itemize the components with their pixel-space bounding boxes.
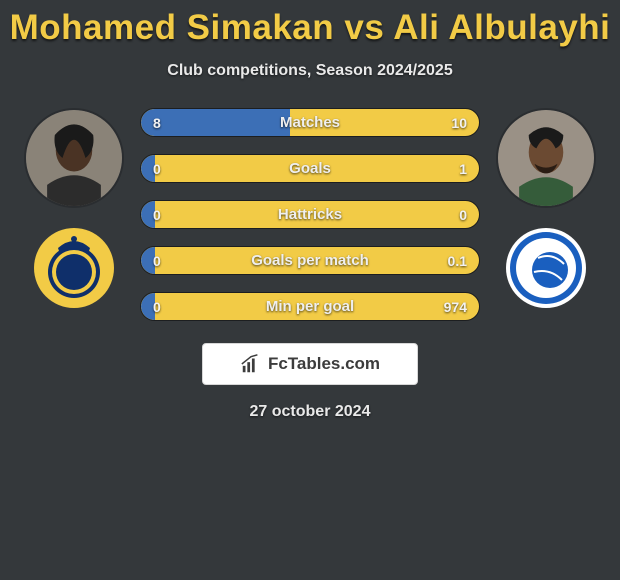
stat-bar: 0Hattricks0: [140, 200, 480, 229]
date-text: 27 october 2024: [0, 403, 620, 421]
comparison-card: Mohamed Simakan vs Ali Albulayhi Club co…: [0, 0, 620, 421]
brand-chart-icon: [240, 353, 262, 375]
main-row: 8Matches100Goals10Hattricks00Goals per m…: [0, 108, 620, 321]
stat-bar-fill: [141, 247, 155, 274]
stat-label: Goals per match: [141, 247, 479, 274]
right-club-logo: [506, 228, 586, 308]
brand-label: FcTables.com: [268, 354, 380, 374]
stat-bar-fill: [141, 155, 155, 182]
stat-right-value: 0.1: [436, 247, 479, 274]
right-player-avatar: [496, 108, 596, 208]
stat-right-value: 10: [439, 109, 479, 136]
left-player-column: [24, 108, 124, 308]
right-player-column: [496, 108, 596, 308]
stat-label: Min per goal: [141, 293, 479, 320]
stat-label: Goals: [141, 155, 479, 182]
brand-badge: FcTables.com: [202, 343, 418, 385]
stat-right-value: 974: [432, 293, 479, 320]
stat-label: Hattricks: [141, 201, 479, 228]
stat-bar-fill: [141, 201, 155, 228]
stat-right-value: 0: [447, 201, 479, 228]
stats-bars: 8Matches100Goals10Hattricks00Goals per m…: [140, 108, 480, 321]
stat-bar: 0Min per goal974: [140, 292, 480, 321]
left-club-logo: [34, 228, 114, 308]
stat-bar: 0Goals1: [140, 154, 480, 183]
stat-bar: 8Matches10: [140, 108, 480, 137]
stat-bar: 0Goals per match0.1: [140, 246, 480, 275]
stat-right-value: 1: [447, 155, 479, 182]
stat-bar-fill: [141, 109, 290, 136]
stat-bar-fill: [141, 293, 155, 320]
subtitle: Club competitions, Season 2024/2025: [0, 62, 620, 80]
page-title: Mohamed Simakan vs Ali Albulayhi: [0, 8, 620, 48]
left-player-avatar: [24, 108, 124, 208]
